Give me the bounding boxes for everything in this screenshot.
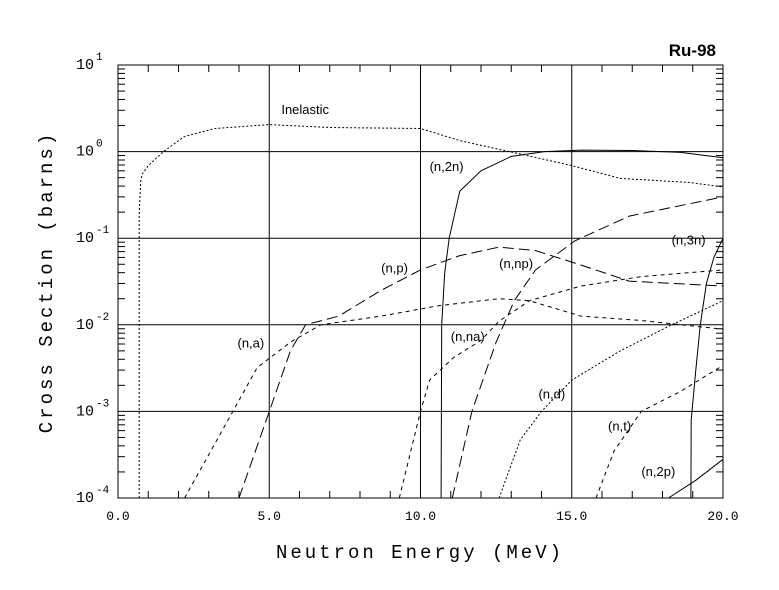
series-label: (n,a)	[237, 335, 264, 350]
y-tick-exponent: 1	[96, 52, 103, 64]
curve-inelastic	[138, 124, 724, 498]
series-label: (n,np)	[499, 256, 533, 271]
plot-frame	[117, 64, 724, 499]
x-tick-label: 0.0	[106, 509, 129, 524]
curve-n-np	[451, 196, 724, 499]
series-label: (n,na)	[451, 329, 485, 344]
y-tick-label: 10	[76, 403, 94, 420]
y-tick-label: 10	[76, 144, 94, 161]
x-tick-label: 5.0	[258, 509, 281, 524]
series-label: Inelastic	[281, 102, 329, 117]
curve-n-p	[238, 246, 724, 499]
curve-n-2p	[668, 458, 724, 499]
curve-n-2n	[440, 149, 724, 499]
y-tick-exponent: 0	[96, 139, 103, 151]
y-tick-exponent: -4	[96, 485, 110, 497]
series-label: (n,p)	[381, 261, 408, 276]
y-tick-label: 10	[76, 230, 94, 247]
curves	[138, 124, 724, 499]
x-tick-label: 10.0	[405, 509, 436, 524]
y-axis-title: Cross Section (barns)	[36, 131, 58, 433]
curve-n-na	[398, 269, 724, 499]
x-tick-label: 15.0	[556, 509, 587, 524]
series-label: (n,2p)	[641, 464, 675, 479]
series-label: (n,d)	[538, 387, 565, 402]
chart-title: Ru-98	[669, 41, 716, 60]
y-tick-exponent: -2	[96, 312, 109, 324]
series-labels: Inelastic (n,2n) (n,3n) (n,p) (n,a) (n,np) (n,…	[237, 102, 705, 479]
series-label: (n,3n)	[672, 232, 706, 247]
y-tick-exponent: -1	[96, 225, 110, 237]
y-tick-exponent: -3	[96, 398, 109, 410]
y-tick-label: 10	[76, 57, 94, 74]
x-axis-title: Neutron Energy (MeV)	[276, 542, 564, 564]
curve-n-d	[498, 300, 724, 499]
y-tick-label: 10	[76, 490, 94, 507]
curve-n-3n	[690, 237, 724, 499]
curve-n-t	[595, 364, 724, 499]
series-label: (n,2n)	[430, 159, 464, 174]
x-tick-label: 20.0	[707, 509, 738, 524]
series-label: (n,t)	[608, 419, 631, 434]
y-tick-label: 10	[76, 317, 94, 334]
